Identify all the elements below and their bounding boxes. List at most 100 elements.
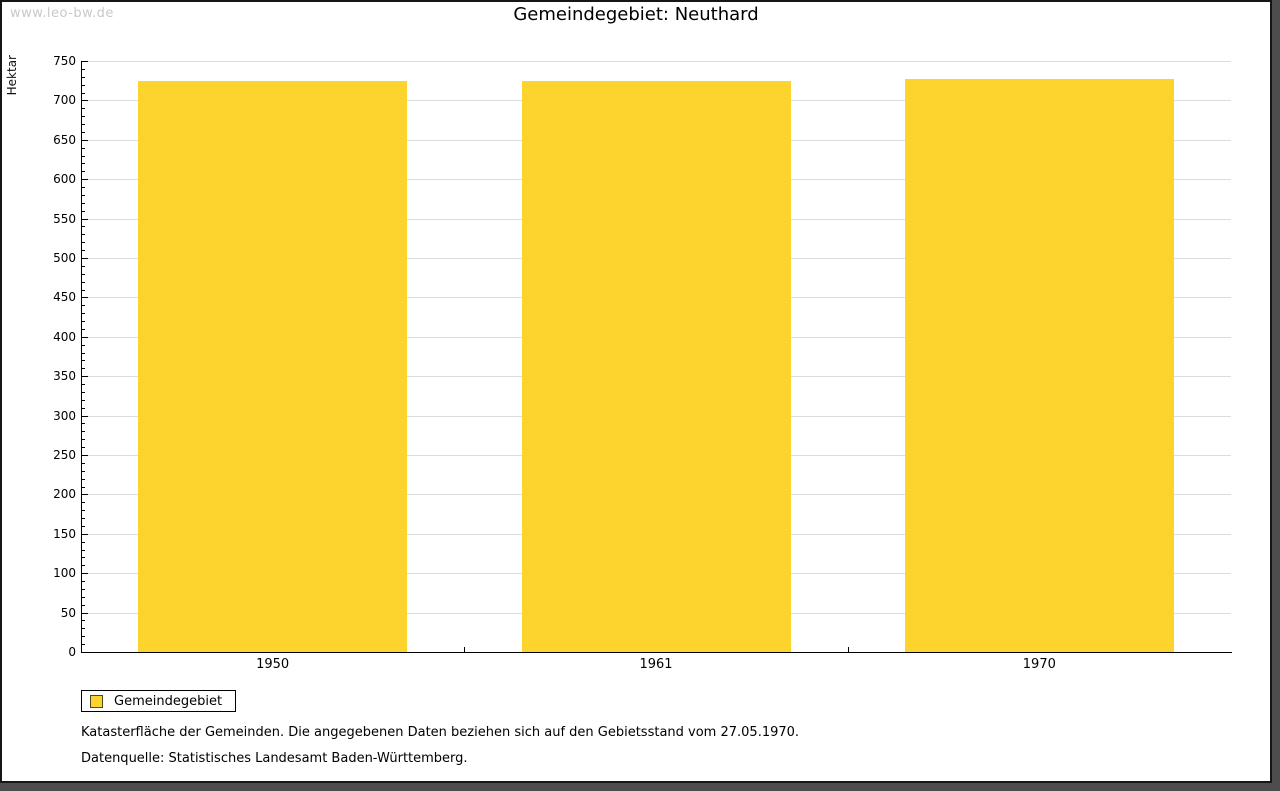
y-major-tick	[82, 612, 88, 614]
y-tick-label: 600	[53, 172, 76, 187]
y-minor-tick	[82, 565, 85, 567]
y-major-tick	[82, 652, 88, 653]
y-minor-tick	[82, 92, 85, 94]
y-minor-tick	[82, 431, 85, 433]
y-minor-tick	[82, 541, 85, 543]
y-minor-tick	[82, 557, 85, 559]
y-minor-tick	[82, 596, 85, 598]
y-minor-tick	[82, 313, 85, 315]
y-major-tick	[82, 494, 88, 496]
y-minor-tick	[82, 525, 85, 527]
bar	[904, 79, 1174, 652]
footnote-data-source: Datenquelle: Statistisches Landesamt Bad…	[81, 751, 468, 766]
y-major-tick	[82, 258, 88, 259]
y-major-tick	[82, 218, 88, 220]
y-minor-tick	[82, 116, 85, 118]
y-minor-tick	[82, 518, 85, 520]
y-minor-tick	[82, 510, 85, 512]
y-minor-tick	[82, 644, 85, 646]
y-minor-tick	[82, 305, 85, 307]
y-minor-tick	[82, 155, 85, 157]
y-minor-tick	[82, 242, 85, 244]
y-minor-tick	[82, 360, 85, 362]
y-minor-tick	[82, 171, 85, 173]
y-tick-label: 250	[53, 448, 76, 462]
x-axis-line	[81, 652, 1232, 653]
x-tick-label: 1961	[639, 657, 673, 672]
y-minor-tick	[82, 187, 85, 189]
y-minor-tick	[82, 549, 85, 551]
x-boundary-tick	[847, 647, 849, 652]
y-minor-tick	[82, 439, 85, 441]
x-boundary-tick	[464, 647, 466, 652]
y-minor-tick	[82, 68, 85, 70]
y-minor-tick	[82, 470, 85, 472]
y-minor-tick	[82, 462, 85, 464]
x-tick-label: 1970	[1022, 657, 1056, 672]
y-minor-tick	[82, 620, 85, 622]
y-minor-tick	[82, 399, 85, 401]
y-minor-tick	[82, 328, 85, 330]
legend-swatch	[90, 694, 103, 708]
y-tick-label: 550	[53, 211, 76, 226]
x-tick-label: 1950	[256, 657, 290, 672]
footnote-source-note: Katasterfläche der Gemeinden. Die angege…	[81, 725, 800, 740]
y-tick-label: 500	[53, 251, 76, 265]
y-minor-tick	[82, 210, 85, 212]
y-minor-tick	[82, 391, 85, 393]
y-minor-tick	[82, 194, 85, 196]
y-major-tick	[82, 376, 88, 378]
y-minor-tick	[82, 447, 85, 449]
y-minor-tick	[82, 368, 85, 370]
y-minor-tick	[82, 273, 85, 275]
y-tick-label: 650	[53, 132, 76, 147]
y-major-tick	[82, 455, 88, 456]
y-minor-tick	[82, 636, 85, 638]
y-minor-tick	[82, 384, 85, 386]
y-minor-tick	[82, 502, 85, 504]
y-minor-tick	[82, 124, 85, 126]
y-minor-tick	[82, 234, 85, 236]
y-minor-tick	[82, 352, 85, 354]
y-tick-label: 50	[60, 605, 76, 620]
y-minor-tick	[82, 84, 85, 86]
y-tick-label: 750	[53, 54, 76, 68]
y-major-tick	[82, 139, 88, 141]
y-minor-tick	[82, 478, 85, 480]
y-minor-tick	[82, 131, 85, 133]
y-minor-tick	[82, 202, 85, 204]
legend: Gemeindegebiet	[81, 690, 237, 712]
y-minor-tick	[82, 628, 85, 630]
y-major-tick	[82, 336, 88, 338]
y-minor-tick	[82, 281, 85, 283]
y-tick-label: 350	[53, 369, 76, 384]
y-tick-label: 150	[53, 526, 76, 541]
y-major-tick	[82, 61, 88, 62]
y-minor-tick	[82, 423, 85, 425]
y-tick-label: 400	[53, 329, 76, 344]
y-minor-tick	[82, 289, 85, 291]
y-tick-label: 450	[53, 290, 76, 305]
y-tick-label: 100	[53, 566, 76, 581]
y-tick-label: 700	[53, 93, 76, 108]
y-tick-label: 200	[53, 487, 76, 502]
y-major-tick	[82, 179, 88, 181]
y-minor-tick	[82, 163, 85, 165]
y-major-tick	[82, 573, 88, 575]
y-major-tick	[82, 415, 88, 417]
y-tick-label: 300	[53, 408, 76, 423]
y-minor-tick	[82, 108, 85, 110]
y-minor-tick	[82, 604, 85, 606]
bar	[138, 80, 408, 652]
bar	[521, 80, 791, 652]
y-major-tick	[82, 100, 88, 102]
y-minor-tick	[82, 486, 85, 488]
y-minor-tick	[82, 321, 85, 323]
y-major-tick	[82, 533, 88, 535]
y-minor-tick	[82, 250, 85, 252]
y-minor-tick	[82, 407, 85, 409]
watermark: www.leo-bw.de	[10, 6, 114, 21]
y-minor-tick	[82, 581, 85, 583]
y-minor-tick	[82, 265, 85, 267]
